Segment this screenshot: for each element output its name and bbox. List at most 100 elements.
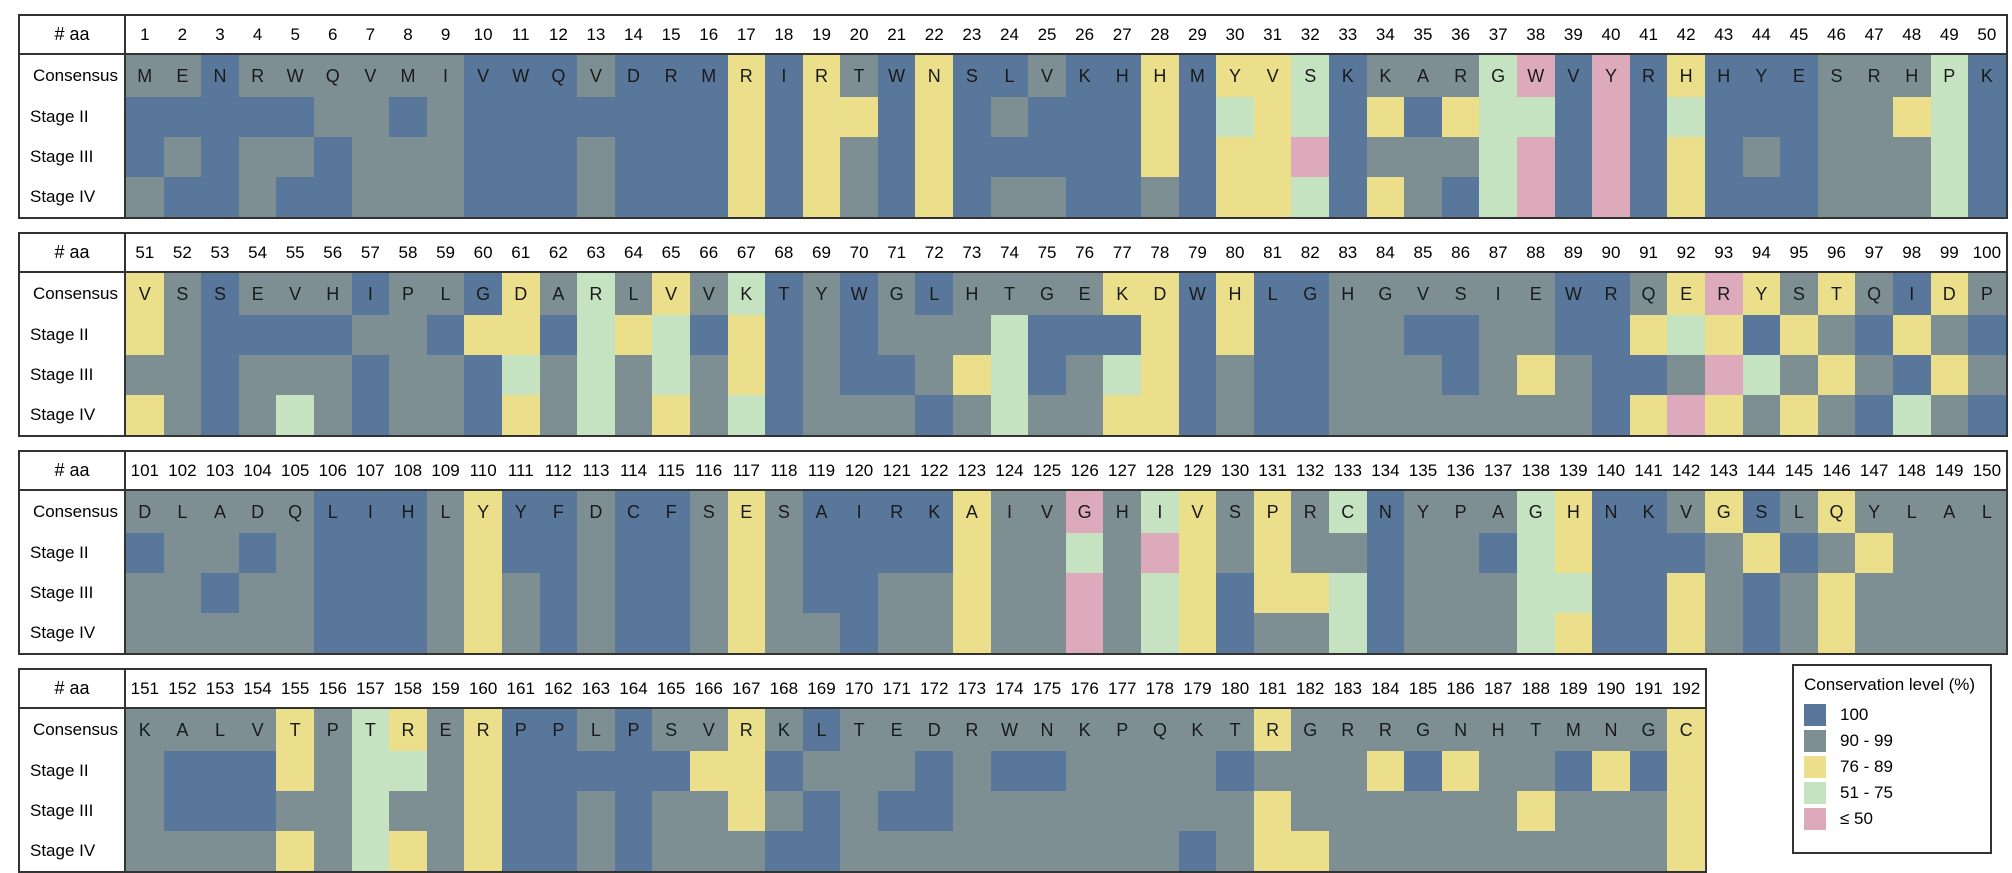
conservation-cell <box>1704 315 1743 355</box>
conservation-cell <box>1629 97 1668 137</box>
position-number: 119 <box>807 460 836 480</box>
position-number: 121 <box>882 460 911 480</box>
position-number: 189 <box>1559 678 1588 698</box>
conservation-cell <box>1178 315 1217 355</box>
position-number: 188 <box>1521 678 1550 698</box>
conservation-cell <box>1968 533 2006 573</box>
position-number: 29 <box>1187 24 1207 44</box>
conservation-cell <box>1855 97 1893 137</box>
conservation-cell <box>539 751 578 791</box>
conservation-cell <box>689 573 728 613</box>
conservation-cell <box>1366 97 1405 137</box>
consensus-cell: R <box>389 709 427 751</box>
conservation-cell <box>389 395 427 435</box>
conservation-cell <box>1141 97 1179 137</box>
conservation-cell <box>1441 355 1480 395</box>
conservation-cell <box>426 355 465 395</box>
conservation-cell <box>1216 831 1254 871</box>
conservation-cell <box>1329 791 1367 831</box>
conservation-cell <box>765 315 803 355</box>
position-number: 15 <box>661 24 681 44</box>
conservation-cell <box>1742 395 1781 435</box>
position-number: 104 <box>243 460 272 480</box>
position-number: 101 <box>130 460 159 480</box>
consensus-cell: H <box>1216 273 1254 315</box>
consensus-cell: P <box>501 709 540 751</box>
conservation-cell <box>1629 613 1668 653</box>
legend-label: 100 <box>1840 705 1869 724</box>
conservation-cell <box>990 97 1029 137</box>
conservation-cell <box>238 177 277 217</box>
conservation-cell <box>577 533 615 573</box>
conservation-cell <box>1817 177 1856 217</box>
consensus-cell: I <box>840 491 878 533</box>
consensus-cell: V <box>1028 55 1066 97</box>
conservation-cell <box>1065 177 1104 217</box>
consensus-cell: E <box>238 273 277 315</box>
conservation-cell <box>1103 533 1142 573</box>
position-number: 153 <box>205 678 235 698</box>
conservation-cell <box>1028 831 1066 871</box>
consensus-cell: Q <box>1141 709 1179 751</box>
position-number: 85 <box>1413 242 1433 262</box>
conservation-cell <box>201 533 239 573</box>
conservation-cell <box>1065 395 1104 435</box>
conservation-cell <box>689 791 728 831</box>
conservation-cell <box>313 177 352 217</box>
conservation-cell <box>1592 573 1630 613</box>
legend-swatch <box>1804 730 1826 752</box>
conservation-cell <box>1178 613 1217 653</box>
position-number: 179 <box>1183 678 1212 698</box>
conservation-cell <box>953 97 991 137</box>
conservation-cell <box>1103 97 1142 137</box>
position-number: 47 <box>1864 24 1884 44</box>
conservation-cell <box>953 831 991 871</box>
conservation-cell <box>1065 831 1104 871</box>
consensus-cell: I <box>990 491 1029 533</box>
position-number: 137 <box>1483 460 1513 480</box>
legend-item-51-75: 51 - 75 <box>1804 780 1980 806</box>
position-number: 70 <box>849 242 869 262</box>
position-number: 167 <box>732 678 761 698</box>
consensus-cell: S <box>201 273 239 315</box>
conservation-cell <box>1930 137 1969 177</box>
consensus-cell: R <box>727 55 766 97</box>
conservation-cell <box>464 97 502 137</box>
conservation-cell <box>464 395 502 435</box>
conservation-cell <box>539 315 578 355</box>
position-number: 107 <box>356 460 385 480</box>
stage-row: Stage II <box>20 97 2006 137</box>
conservation-cell <box>1667 177 1705 217</box>
consensus-cell: R <box>1291 491 1329 533</box>
conservation-cell <box>201 355 239 395</box>
conservation-cell <box>276 355 314 395</box>
position-number: 132 <box>1296 460 1325 480</box>
stage-row: Stage IV <box>20 831 1705 871</box>
consensus-cell: H <box>1103 55 1142 97</box>
conservation-cell <box>163 791 202 831</box>
stage-row: Stage IV <box>20 395 2006 435</box>
conservation-cell <box>1366 315 1405 355</box>
conservation-cell <box>501 315 540 355</box>
conservation-cell <box>577 831 615 871</box>
position-number: 23 <box>962 24 982 44</box>
conservation-cell <box>1667 791 1705 831</box>
position-header-row: # aa 51 52 53 54 55 56 57 58 59 60 61 62 63 64 65 66 67 68… <box>20 234 2006 273</box>
conservation-cell <box>1178 177 1217 217</box>
conservation-cell <box>1930 315 1969 355</box>
position-number: 62 <box>548 242 568 262</box>
conservation-cell <box>1479 831 1517 871</box>
conservation-cell <box>1291 355 1329 395</box>
conservation-cell <box>1817 613 1856 653</box>
position-number: 98 <box>1902 242 1922 262</box>
conservation-cell <box>1554 831 1593 871</box>
conservation-cell <box>802 533 841 573</box>
position-header-row: # aa 151 152 153 154 155 156 157 158 159 160 161 162… <box>20 670 1705 709</box>
consensus-cell: D <box>614 55 653 97</box>
conservation-cell <box>1216 97 1254 137</box>
conservation-cell <box>1329 355 1367 395</box>
consensus-cell: L <box>163 491 202 533</box>
conservation-cell <box>426 573 465 613</box>
position-number: 110 <box>469 460 497 480</box>
conservation-cell <box>1479 97 1517 137</box>
